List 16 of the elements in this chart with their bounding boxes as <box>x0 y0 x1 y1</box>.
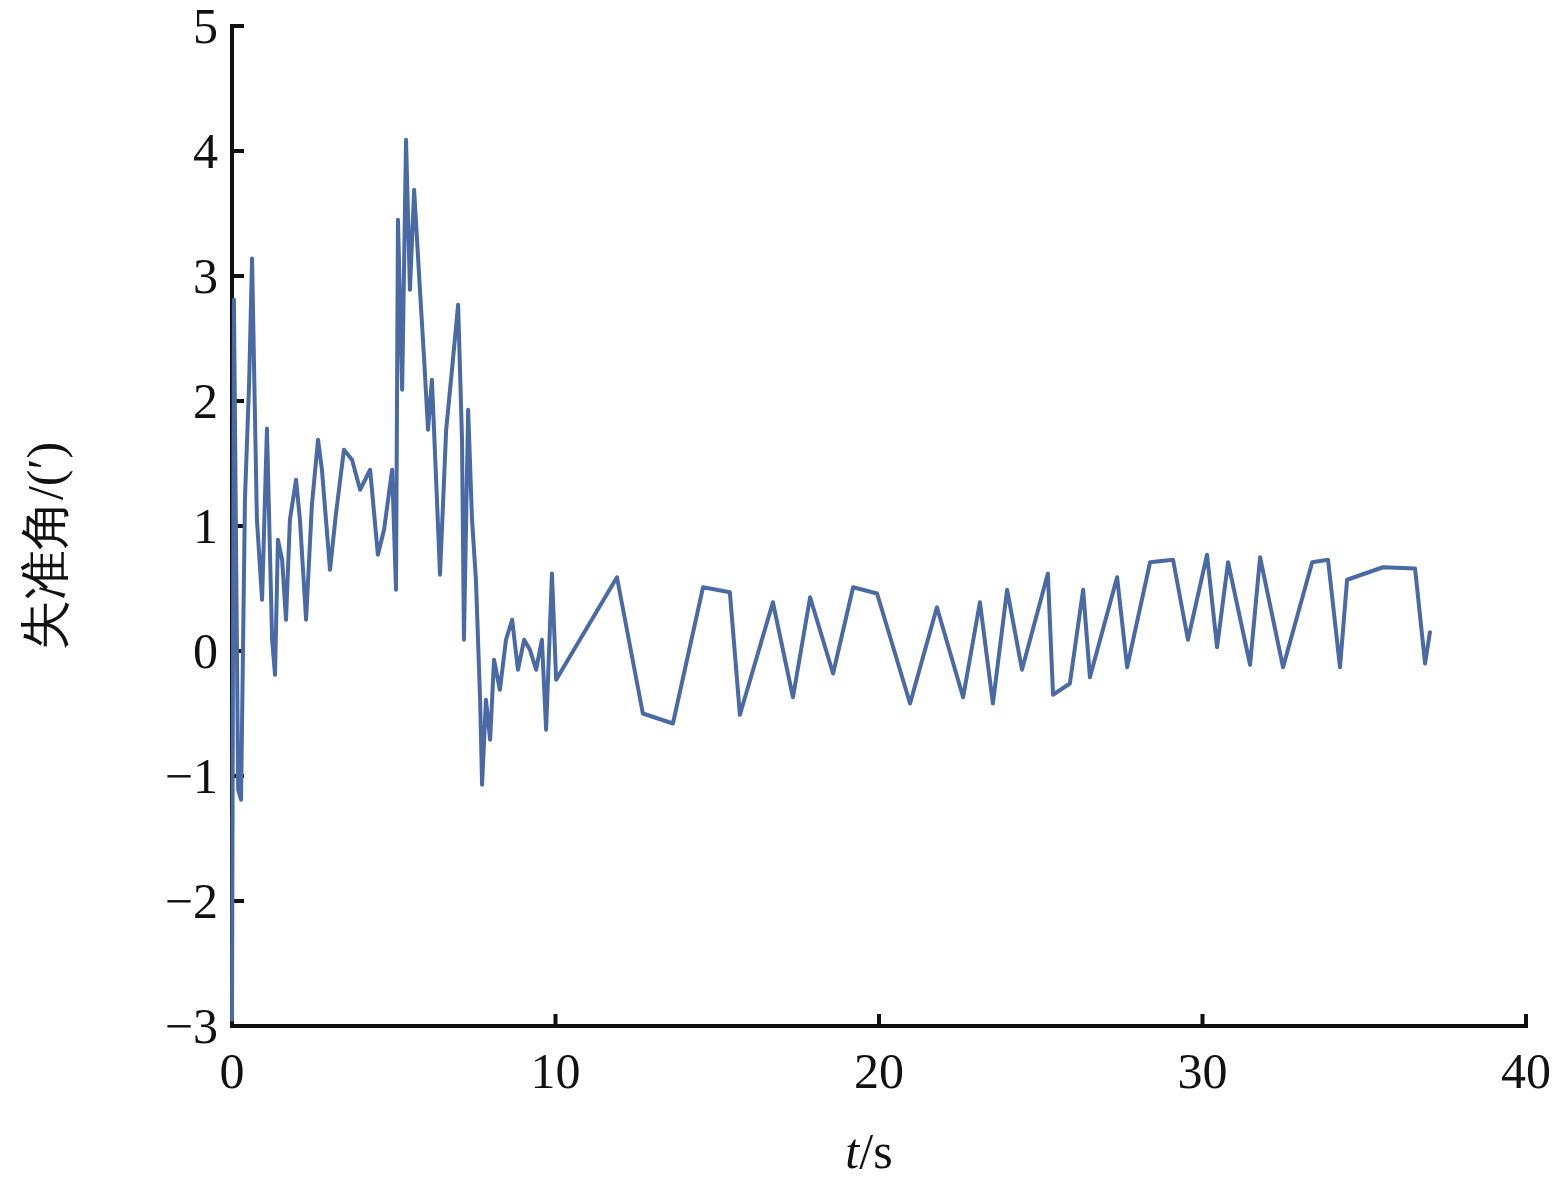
y-axis-title: 失准角/(′) <box>17 441 73 651</box>
y-tick-label: 5 <box>193 0 218 54</box>
y-tick-label: 4 <box>193 123 218 179</box>
x-tick-label: 40 <box>1501 1043 1551 1099</box>
y-tick-label: 0 <box>193 623 218 679</box>
y-tick-label: −3 <box>164 998 218 1054</box>
x-tick-label: 10 <box>530 1043 581 1099</box>
y-tick-label: 2 <box>193 373 218 429</box>
x-tick-label: 20 <box>854 1043 904 1099</box>
y-tick-label: −1 <box>164 748 218 804</box>
y-tick-label: −2 <box>164 873 218 929</box>
y-tick-label: 1 <box>193 498 218 554</box>
x-tick-label: 30 <box>1177 1043 1228 1099</box>
line-series <box>230 137 1432 1022</box>
y-tick-label: 3 <box>193 248 218 304</box>
x-axis-title: t/s <box>845 1123 893 1179</box>
